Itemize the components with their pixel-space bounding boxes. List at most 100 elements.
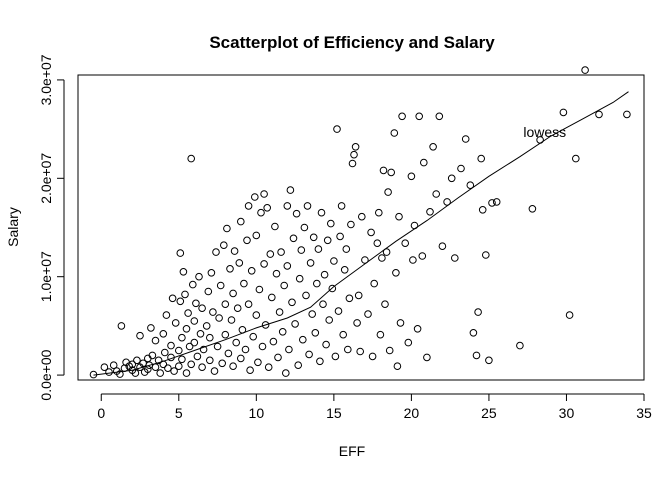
lowess-line: [93, 91, 629, 376]
data-point: [229, 289, 237, 298]
data-point: [187, 360, 195, 369]
data-point: [240, 279, 248, 288]
data-point: [390, 129, 399, 137]
data-point: [167, 341, 175, 350]
data-point: [373, 239, 382, 247]
data-point: [175, 346, 183, 355]
data-point: [559, 108, 568, 117]
data-point: [340, 266, 349, 274]
data-point: [232, 338, 240, 347]
plot-frame: [77, 74, 645, 381]
data-point: [258, 342, 267, 351]
data-point: [474, 308, 482, 316]
data-point: [178, 333, 186, 342]
y-tick-label: 3.0e+07: [38, 54, 54, 105]
data-point: [193, 352, 202, 361]
data-point: [426, 208, 434, 216]
data-point: [404, 338, 413, 347]
data-point: [565, 311, 574, 319]
data-point: [154, 356, 163, 365]
data-point: [333, 125, 341, 133]
data-point: [212, 248, 220, 256]
x-tick-label: 0: [97, 405, 105, 421]
data-point: [275, 308, 284, 316]
data-point: [396, 319, 405, 327]
data-point: [294, 361, 303, 370]
chart-title: Scatterplot of Efficiency and Salary: [209, 33, 495, 52]
data-point: [243, 236, 251, 245]
data-point: [109, 361, 118, 370]
data-point: [401, 239, 410, 247]
data-point: [327, 219, 335, 228]
data-point: [292, 209, 301, 218]
data-point: [192, 299, 200, 308]
data-point: [378, 254, 386, 262]
data-point: [233, 304, 242, 313]
data-point: [528, 205, 537, 213]
data-point: [342, 245, 351, 253]
data-point: [305, 350, 313, 359]
data-point: [478, 206, 487, 214]
data-point: [323, 236, 332, 245]
data-point: [295, 274, 304, 283]
data-point: [477, 154, 486, 163]
data-point: [151, 363, 160, 372]
data-point: [168, 294, 177, 303]
data-point: [336, 232, 344, 241]
data-point: [216, 281, 225, 290]
data-point: [432, 190, 441, 198]
data-point: [328, 284, 337, 293]
y-axis-label: Salary: [5, 207, 21, 247]
data-point: [156, 369, 164, 377]
data-point: [469, 329, 478, 337]
data-point: [221, 330, 230, 339]
data-point: [300, 223, 309, 232]
data-point: [223, 224, 231, 233]
data-point: [348, 159, 357, 168]
data-point: [358, 212, 366, 221]
data-point: [429, 143, 437, 151]
data-point: [387, 168, 396, 177]
data-point: [283, 202, 292, 210]
data-point: [370, 279, 379, 288]
data-point: [595, 110, 603, 119]
x-tick-label: 35: [636, 405, 652, 421]
data-point: [218, 359, 226, 368]
data-point: [297, 246, 306, 254]
data-point: [184, 309, 192, 317]
data-point: [196, 330, 205, 338]
data-point: [382, 248, 391, 256]
x-tick-label: 25: [481, 405, 497, 421]
data-point: [285, 345, 293, 354]
x-tick-label: 30: [559, 405, 575, 421]
data-point: [516, 341, 524, 350]
data-point: [345, 294, 354, 303]
data-point: [206, 356, 214, 365]
data-point: [237, 217, 245, 226]
data-point: [263, 204, 272, 212]
data-point: [485, 356, 493, 365]
data-point: [117, 322, 126, 330]
data-point: [330, 257, 338, 265]
data-point: [409, 256, 417, 264]
data-point: [492, 198, 501, 206]
data-point: [384, 188, 392, 196]
data-point: [162, 311, 171, 319]
data-point: [251, 193, 259, 201]
data-point: [443, 198, 451, 206]
data-point: [339, 330, 348, 339]
data-point: [133, 356, 141, 365]
data-point: [209, 308, 217, 316]
data-point: [213, 342, 222, 351]
data-point: [393, 362, 402, 371]
data-point: [286, 186, 295, 194]
data-point: [376, 330, 385, 339]
data-point: [413, 325, 422, 333]
data-point: [147, 324, 155, 332]
data-point: [308, 310, 317, 318]
data-point: [368, 352, 377, 361]
data-point: [257, 208, 265, 217]
data-point: [198, 363, 206, 372]
x-axis: 0 5 10 15 20 25 30 35: [97, 393, 652, 421]
data-point: [482, 251, 490, 259]
